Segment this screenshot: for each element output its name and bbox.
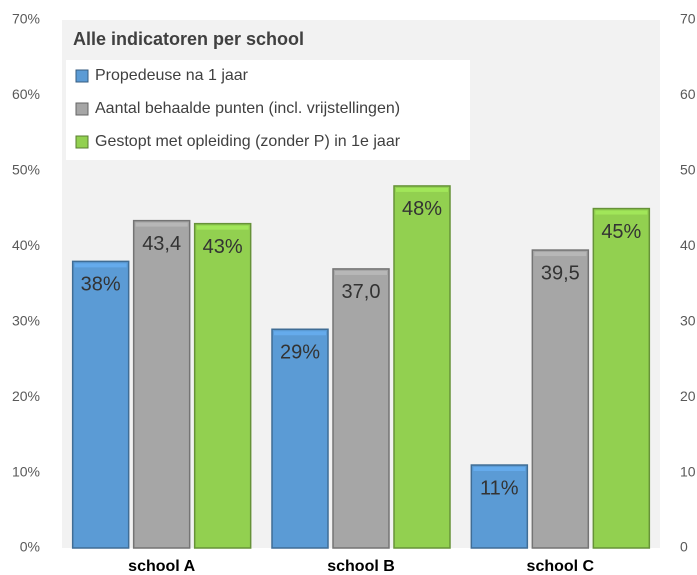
legend-box: [66, 60, 470, 160]
legend-swatch: [75, 135, 89, 149]
data-label: 45%: [601, 221, 641, 243]
y-tick-label: 60%: [12, 86, 40, 102]
bar: [531, 249, 590, 549]
y2-tick-label: 30: [680, 312, 696, 328]
y2-tick-label: 0: [680, 539, 688, 555]
legend-label: Aantal behaalde punten (incl. vrijstelli…: [95, 100, 400, 117]
bar-bevel: [196, 225, 249, 230]
bar: [332, 268, 390, 549]
y-tick-label: 30%: [12, 312, 40, 328]
legend-swatch: [75, 102, 89, 116]
data-label: 39,5: [541, 262, 580, 284]
y-tick-label: 40%: [12, 237, 40, 253]
data-label: 43%: [203, 236, 243, 258]
bar-bevel: [274, 331, 326, 336]
bar-bevel: [335, 270, 387, 275]
data-label: 43,4: [142, 233, 181, 255]
chart-title: Alle indicatoren per school: [73, 29, 304, 49]
bar-bevel: [473, 467, 526, 472]
data-label: 37,0: [342, 281, 381, 303]
data-label: 48%: [402, 198, 442, 220]
bar: [193, 222, 252, 549]
data-label: 29%: [280, 342, 320, 364]
y-tick-label: 0%: [20, 539, 40, 555]
data-label: 38%: [81, 274, 121, 296]
bar: [71, 260, 130, 549]
x-tick-label: school A: [128, 558, 195, 575]
y2-tick-label: 60: [680, 86, 696, 102]
x-tick-label: school B: [327, 558, 395, 575]
data-label: 11%: [480, 477, 519, 499]
y2-tick-label: 50: [680, 162, 696, 178]
y2-tick-label: 40: [680, 237, 696, 253]
y2-tick-label: 10: [680, 463, 696, 479]
legend-label: Gestopt met opleiding (zonder P) in 1e j…: [95, 133, 401, 150]
bar: [470, 464, 529, 549]
bar: [393, 185, 451, 549]
y2-tick-label: 20: [680, 388, 696, 404]
x-tick-label: school C: [527, 558, 595, 575]
bar-bevel: [534, 252, 587, 257]
y-tick-label: 50%: [12, 162, 40, 178]
y-tick-label: 70%: [12, 11, 40, 27]
legend-label: Propedeuse na 1 jaar: [95, 67, 249, 84]
bar-bevel: [595, 210, 648, 215]
y-tick-label: 10%: [12, 463, 40, 479]
bar: [592, 207, 651, 549]
y-tick-label: 20%: [12, 388, 40, 404]
legend-swatch: [75, 69, 89, 83]
y2-tick-label: 70: [680, 11, 696, 27]
bar-bevel: [396, 187, 448, 192]
bar: [132, 219, 191, 549]
bar-bevel: [135, 222, 188, 227]
bar-bevel: [74, 263, 127, 268]
bar: [271, 328, 329, 549]
